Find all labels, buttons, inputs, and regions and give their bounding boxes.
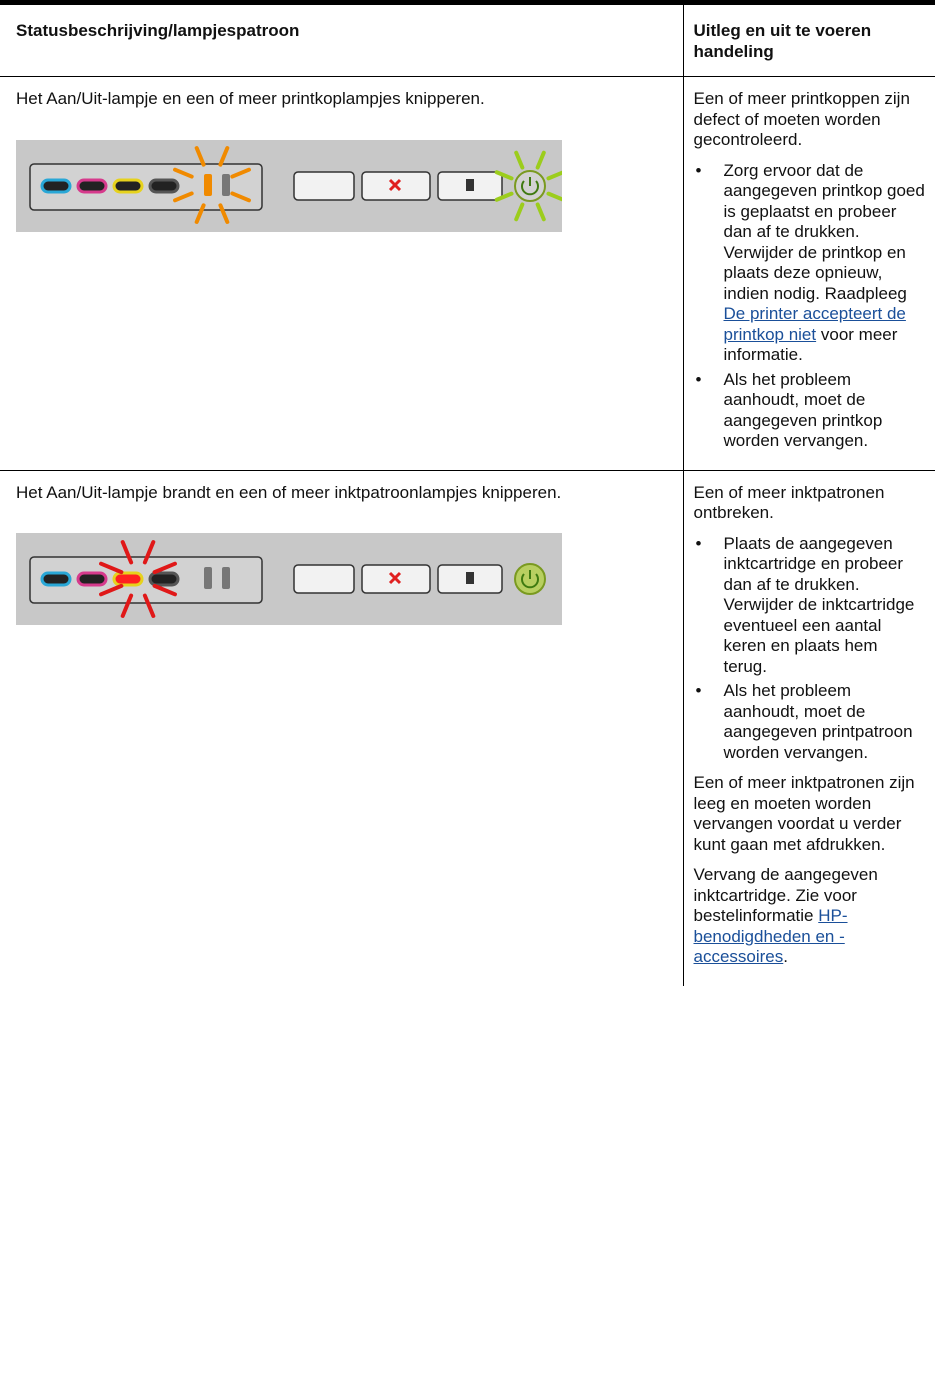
light-ray [194, 145, 206, 167]
cancel-icon [388, 571, 402, 585]
power-icon [521, 176, 539, 195]
paragraph: Een of meer inktpatronen zijn leeg en mo… [693, 773, 915, 854]
paragraph: Vervang de aangegeven inktcartridge. Zie… [694, 865, 926, 968]
light-ray [514, 201, 525, 221]
light-ray [546, 191, 562, 201]
link[interactable]: De printer accepteert de printkop niet [723, 304, 906, 344]
light-ray [514, 150, 525, 170]
text: voor meer informatie. [723, 324, 898, 365]
light-ray [120, 540, 134, 565]
light-ray [230, 190, 251, 202]
text: . [783, 947, 788, 966]
status-cell: Het Aan/Uit-lampje brandt en een of meer… [0, 470, 683, 986]
cartridge-light [148, 178, 180, 193]
text: Zorg ervoor dat de aangegeven printkop g… [723, 160, 925, 303]
link[interactable]: HP-benodigdheden en -accessoires [693, 906, 848, 966]
light-ray [152, 583, 177, 597]
status-cell: Het Aan/Uit-lampje en een of meer printk… [0, 76, 683, 471]
cartridge-light [40, 178, 72, 193]
light-ray [99, 561, 124, 575]
status-text: Het Aan/Uit-lampje en een of meer printk… [16, 89, 485, 108]
light-ray [152, 561, 177, 575]
paragraph: Een of meer printkoppen zijn defect of m… [693, 89, 910, 149]
bullet: Als het probleem aanhoudt, moet de aange… [694, 681, 926, 763]
button [293, 564, 355, 594]
light-ray [494, 191, 514, 202]
power-icon [521, 570, 539, 589]
light-ray [494, 169, 514, 180]
text: Vervang de aangegeven inktcartridge. Zie… [693, 865, 878, 925]
header-cell: Statusbeschrijving/lampjespatroon [0, 2, 683, 77]
light-ray [173, 167, 194, 179]
explanation-cell: Een of meer inktpatronen ontbreken. Plaa… [682, 470, 935, 986]
printhead-light [204, 173, 212, 196]
cartridge-light [76, 178, 108, 193]
light-ray [535, 201, 546, 221]
light-ray [99, 583, 124, 597]
button [293, 170, 355, 201]
bullet-list: Zorg ervoor dat de aangegeven printkop g… [694, 161, 926, 452]
light-ray [546, 170, 562, 180]
cartridge-group [29, 162, 263, 211]
status-text: Het Aan/Uit-lampje brandt en een of meer… [16, 482, 562, 502]
explanation-cell: Een of meer printkoppen zijn defect of m… [682, 76, 935, 471]
header-row: Statusbeschrijving/lampjespatroon Uitleg… [0, 2, 935, 77]
cartridge-light [148, 571, 180, 587]
status-table: Statusbeschrijving/lampjespatroon Uitleg… [0, 0, 935, 986]
light-panel-image [16, 533, 562, 625]
printhead-light [222, 567, 230, 589]
light-panel-image [16, 139, 562, 232]
paragraph: Een of meer inktpatronen ontbreken. [693, 482, 885, 523]
light-ray [173, 190, 194, 202]
text: Plaats de aangegeven inktcartridge en pr… [723, 533, 915, 676]
text: Als het probleem aanhoudt, moet de aange… [723, 681, 913, 762]
row: Het Aan/Uit-lampje brandt en een of meer… [0, 470, 935, 986]
text: Als het probleem aanhoudt, moet de aange… [723, 369, 883, 451]
light-ray [120, 593, 134, 618]
cartridge-light [112, 178, 144, 193]
light-ray [535, 150, 546, 170]
light-ray [218, 202, 230, 224]
cartridge-light [112, 571, 144, 587]
printhead-light [222, 173, 230, 196]
resume-icon [466, 178, 474, 191]
printhead-light [204, 567, 212, 589]
resume-icon [466, 572, 474, 584]
light-ray [230, 167, 251, 179]
bullet-list: Plaats de aangegeven inktcartridge en pr… [694, 534, 926, 764]
bullet: Zorg ervoor dat de aangegeven printkop g… [694, 161, 926, 366]
header-cell: Uitleg en uit te voeren handeling [682, 2, 935, 77]
light-ray [194, 202, 206, 224]
cancel-icon [388, 178, 402, 191]
cartridge-light [76, 571, 108, 587]
light-ray [218, 145, 230, 167]
row: Het Aan/Uit-lampje en een of meer printk… [0, 76, 935, 471]
light-ray [142, 593, 156, 618]
bullet: Als het probleem aanhoudt, moet de aange… [694, 370, 926, 452]
light-ray [142, 540, 156, 565]
bullet: Plaats de aangegeven inktcartridge en pr… [694, 534, 926, 678]
cartridge-light [40, 571, 72, 587]
